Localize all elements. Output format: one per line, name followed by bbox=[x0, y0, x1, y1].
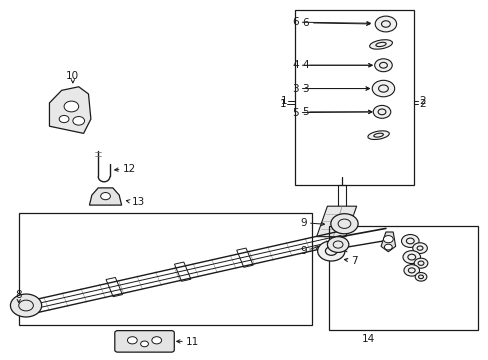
Text: 2: 2 bbox=[418, 99, 425, 109]
Text: 10: 10 bbox=[66, 71, 79, 81]
Text: 6: 6 bbox=[291, 17, 298, 27]
Text: 14: 14 bbox=[362, 333, 375, 343]
Text: 12: 12 bbox=[122, 164, 136, 174]
Text: 5: 5 bbox=[291, 108, 298, 118]
Circle shape bbox=[413, 258, 427, 268]
Circle shape bbox=[59, 116, 69, 123]
Bar bbox=[294, 10, 413, 185]
Circle shape bbox=[374, 59, 391, 72]
Circle shape bbox=[403, 265, 419, 276]
Circle shape bbox=[372, 105, 390, 118]
Bar bbox=[19, 213, 311, 325]
Circle shape bbox=[127, 337, 137, 344]
Circle shape bbox=[152, 337, 161, 344]
Text: 9: 9 bbox=[300, 218, 306, 228]
Polygon shape bbox=[380, 232, 395, 252]
Circle shape bbox=[141, 341, 148, 347]
Bar bbox=[236, 248, 253, 267]
Bar bbox=[106, 278, 122, 297]
Circle shape bbox=[384, 244, 391, 250]
Text: 8: 8 bbox=[16, 291, 22, 301]
Circle shape bbox=[73, 117, 84, 125]
Circle shape bbox=[330, 214, 357, 234]
Text: 1: 1 bbox=[280, 96, 287, 106]
Text: 4: 4 bbox=[291, 60, 298, 70]
Text: 3: 3 bbox=[291, 84, 298, 94]
Circle shape bbox=[10, 294, 41, 317]
Circle shape bbox=[374, 16, 396, 32]
Ellipse shape bbox=[367, 131, 388, 140]
Circle shape bbox=[414, 273, 426, 281]
Ellipse shape bbox=[369, 40, 392, 49]
Text: 9: 9 bbox=[300, 246, 306, 256]
FancyBboxPatch shape bbox=[115, 330, 174, 352]
Circle shape bbox=[371, 80, 394, 97]
Text: 5: 5 bbox=[302, 107, 308, 117]
Circle shape bbox=[402, 251, 420, 264]
Text: 3: 3 bbox=[302, 84, 308, 94]
Circle shape bbox=[327, 237, 348, 252]
Text: 1: 1 bbox=[279, 99, 286, 109]
Bar bbox=[328, 226, 477, 330]
Bar bbox=[174, 262, 190, 281]
Circle shape bbox=[401, 234, 418, 247]
Polygon shape bbox=[316, 206, 356, 237]
Text: 7: 7 bbox=[350, 256, 357, 266]
Circle shape bbox=[101, 193, 110, 200]
Circle shape bbox=[64, 101, 79, 112]
Text: 2: 2 bbox=[418, 96, 425, 106]
Circle shape bbox=[412, 243, 427, 253]
Text: 13: 13 bbox=[131, 197, 144, 207]
Text: 6: 6 bbox=[302, 18, 308, 28]
Polygon shape bbox=[89, 188, 122, 205]
Polygon shape bbox=[49, 87, 91, 134]
Text: 11: 11 bbox=[185, 337, 199, 347]
Text: 4: 4 bbox=[302, 60, 308, 70]
Circle shape bbox=[317, 241, 344, 261]
Circle shape bbox=[383, 235, 392, 243]
